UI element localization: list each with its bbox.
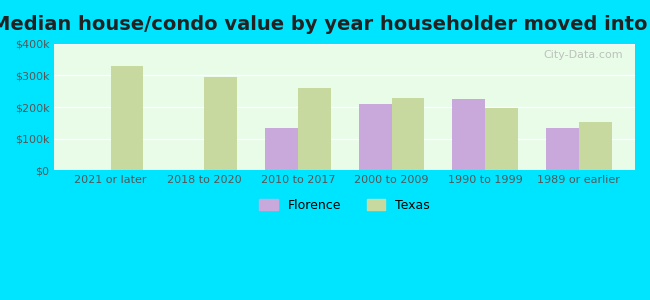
Legend: Florence, Texas: Florence, Texas — [254, 194, 435, 217]
Bar — [265, 128, 298, 170]
Bar — [298, 88, 331, 170]
Bar — [578, 122, 612, 170]
Bar — [546, 128, 578, 170]
Bar — [391, 98, 424, 170]
Bar — [452, 99, 485, 170]
Text: City-Data.com: City-Data.com — [544, 50, 623, 60]
Bar — [204, 77, 237, 170]
Title: Median house/condo value by year householder moved into unit: Median house/condo value by year househo… — [0, 15, 650, 34]
Bar — [111, 66, 144, 170]
Bar — [359, 104, 391, 170]
Bar — [485, 108, 518, 170]
